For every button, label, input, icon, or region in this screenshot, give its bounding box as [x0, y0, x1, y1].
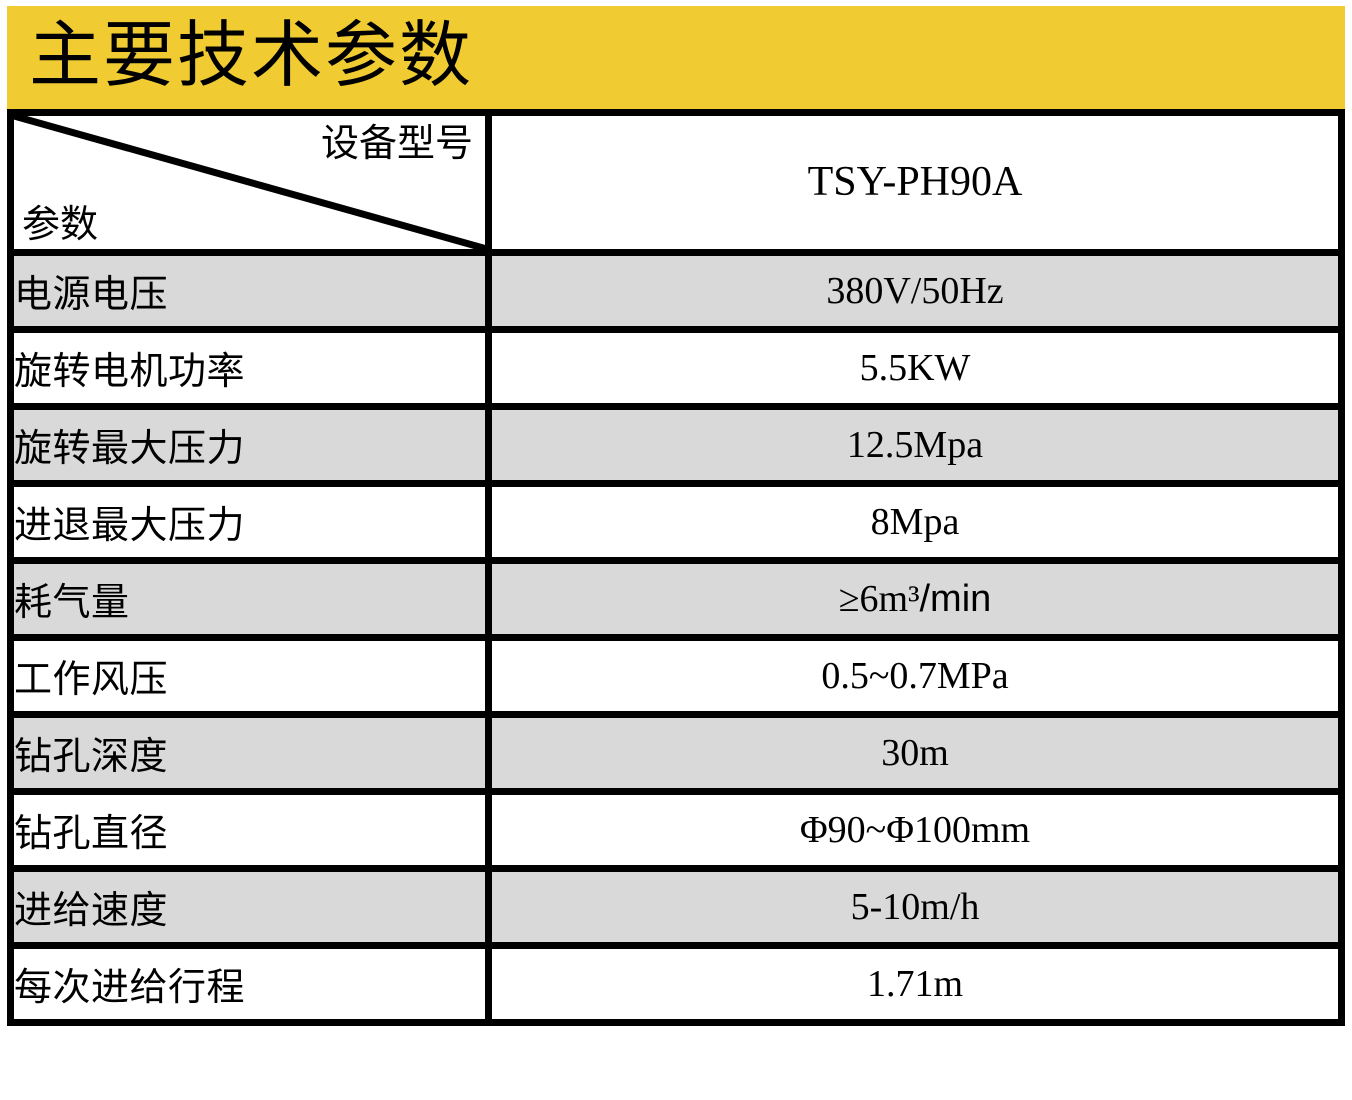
parameter-value: 1.71m: [488, 945, 1342, 1022]
table-row: 钻孔深度 30m: [10, 714, 1342, 795]
parameter-value: Φ90~Φ100mm: [488, 791, 1342, 872]
model-value-cell: TSY-PH90A: [488, 116, 1342, 256]
table-row: 电源电压 380V/50Hz: [10, 252, 1342, 333]
page-title: 主要技术参数: [29, 15, 474, 96]
table-row: 工作风压 0.5~0.7MPa: [10, 637, 1342, 718]
parameter-value: ≥6m³/min: [488, 560, 1342, 641]
parameter-value: 5.5KW: [488, 329, 1342, 410]
parameter-label: 每次进给行程: [10, 945, 492, 1022]
parameter-label: 耗气量: [10, 560, 492, 641]
table-row: 旋转电机功率 5.5KW: [10, 329, 1342, 410]
value-serif-part: ≥6m³: [838, 577, 920, 620]
table-body: 设备型号 参数 TSY-PH90A 电源电压 380V/50Hz 旋转电机功率 …: [10, 116, 1342, 1022]
parameter-label: 电源电压: [10, 252, 492, 333]
parameter-label: 进退最大压力: [10, 483, 492, 564]
technical-parameters-table: 设备型号 参数 TSY-PH90A 电源电压 380V/50Hz 旋转电机功率 …: [7, 116, 1345, 1026]
table-row: 进退最大压力 8Mpa: [10, 483, 1342, 564]
row-axis-label: 参数: [22, 203, 99, 246]
diagonal-divider-icon: [14, 116, 485, 249]
table-header-row: 设备型号 参数 TSY-PH90A: [10, 116, 1342, 256]
parameter-label: 旋转最大压力: [10, 406, 492, 487]
title-banner: 主要技术参数: [7, 6, 1345, 116]
parameter-label: 工作风压: [10, 637, 492, 718]
parameter-label: 旋转电机功率: [10, 329, 492, 410]
parameter-label: 钻孔深度: [10, 714, 492, 795]
parameter-value: 12.5Mpa: [488, 406, 1342, 487]
parameter-value: 30m: [488, 714, 1342, 795]
parameter-label: 钻孔直径: [10, 791, 492, 872]
parameter-value: 0.5~0.7MPa: [488, 637, 1342, 718]
table-row: 进给速度 5-10m/h: [10, 868, 1342, 949]
table-row: 钻孔直径 Φ90~Φ100mm: [10, 791, 1342, 872]
table-row: 每次进给行程 1.71m: [10, 945, 1342, 1022]
table-row: 旋转最大压力 12.5Mpa: [10, 406, 1342, 487]
value-sans-part: /min: [919, 577, 992, 620]
parameter-value: 5-10m/h: [488, 868, 1342, 949]
parameter-label: 进给速度: [10, 868, 492, 949]
parameter-value: 380V/50Hz: [488, 252, 1342, 333]
column-axis-label: 设备型号: [320, 123, 473, 165]
diagonal-header-cell: 设备型号 参数: [10, 116, 492, 256]
parameter-value: 8Mpa: [488, 483, 1342, 564]
table-row: 耗气量 ≥6m³/min: [10, 560, 1342, 641]
